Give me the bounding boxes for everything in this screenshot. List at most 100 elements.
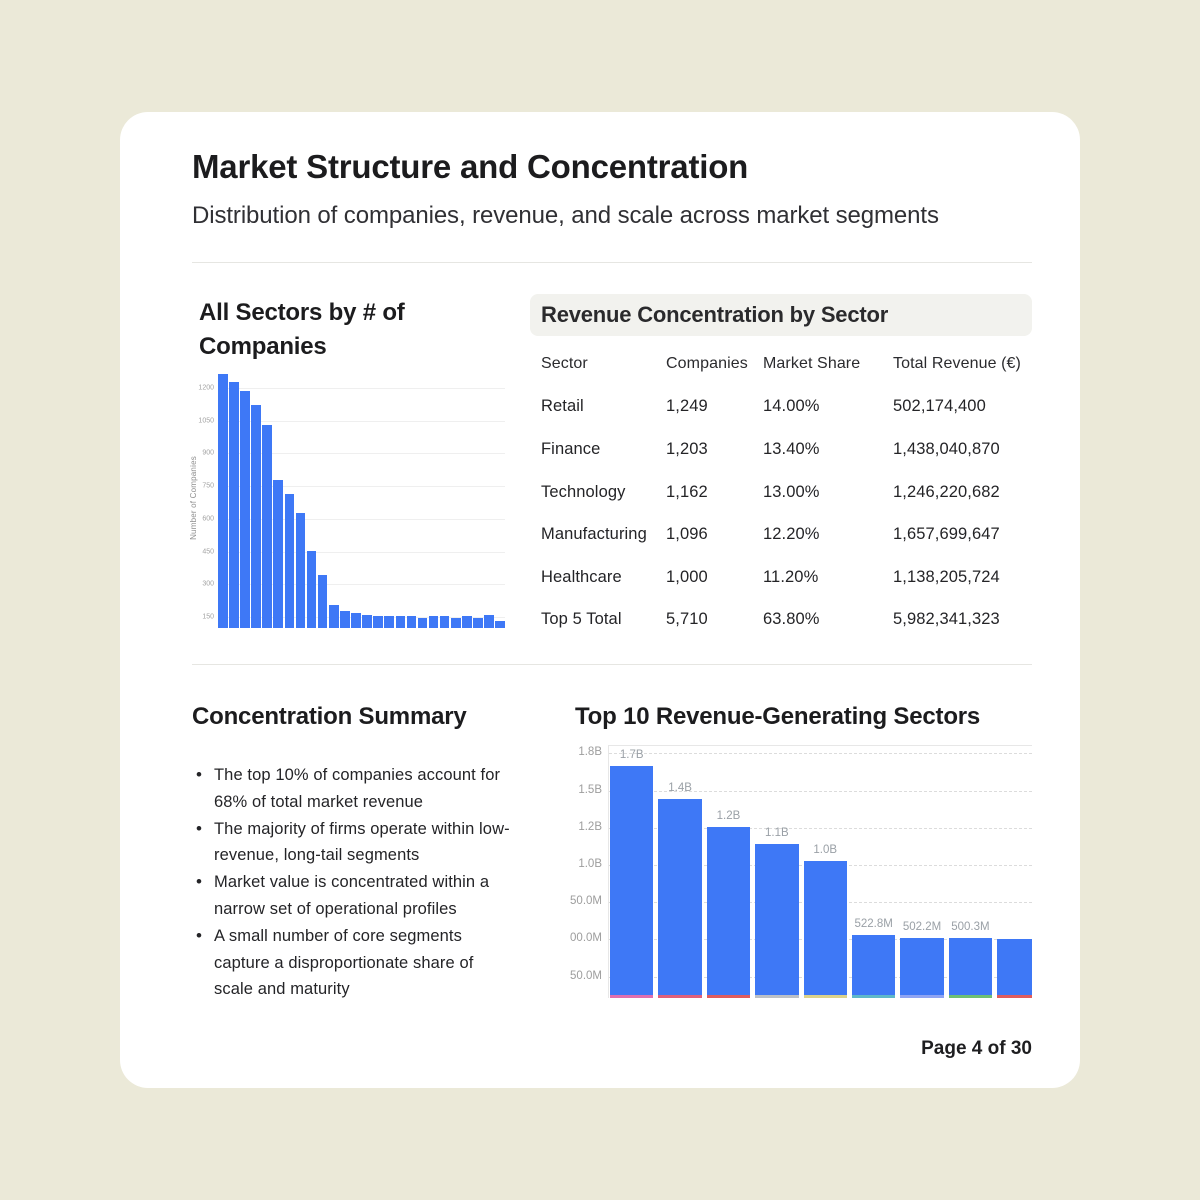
y-tick-label: 150 xyxy=(202,613,214,621)
table-cell-sector: Technology xyxy=(541,482,626,501)
bar xyxy=(295,512,306,628)
bar xyxy=(484,615,494,628)
table-title-strip: Revenue Concentration by Sector xyxy=(530,294,1032,336)
gridline xyxy=(609,827,1032,829)
summary-bullet-item: Market value is concentrated within a na… xyxy=(195,869,513,923)
y-tick-label: 900 xyxy=(202,449,214,457)
bar-group: 1.7B 1.4B 1.2B 1.1B 1.0B 522.8M 502.2M 500.3M xyxy=(610,746,1032,998)
table-cell-value: 1,657,699,647 xyxy=(893,525,1000,544)
gridline xyxy=(218,584,505,586)
bar: 1.4B xyxy=(658,782,702,998)
bar xyxy=(473,617,483,628)
table-cell-sector: Retail xyxy=(541,397,584,416)
bar-base-strip xyxy=(658,995,702,998)
bar xyxy=(362,615,372,628)
bar-base-strip xyxy=(948,995,993,998)
bar xyxy=(428,615,439,628)
bar xyxy=(284,494,295,628)
y-tick-label: 600 xyxy=(202,515,214,523)
table-cell-value: 1,138,205,724 xyxy=(893,567,1000,586)
table-cell-value: 1,249 xyxy=(666,397,708,416)
bar xyxy=(229,382,239,628)
summary-title: Concentration Summary xyxy=(192,703,467,730)
y-tick-label: 50.0M xyxy=(570,895,602,908)
bar xyxy=(306,551,317,628)
revenue-table: Sector Companies Market Share Total Revenue… xyxy=(541,343,1032,641)
bar-value-label: 1.7B xyxy=(619,749,644,762)
bar xyxy=(495,621,505,628)
gridline xyxy=(218,453,505,455)
table-cell-value: 1,203 xyxy=(666,439,708,458)
bar-value-label: 502.2M xyxy=(902,921,942,934)
table-cell-value: 1,000 xyxy=(666,567,708,586)
bar xyxy=(406,615,417,628)
divider-middle xyxy=(192,664,1032,665)
bar-base-strip xyxy=(851,995,896,998)
gridline xyxy=(218,420,505,422)
y-tick-label: 1.5B xyxy=(578,783,602,796)
gridline xyxy=(609,753,1032,755)
companies-chart-title: All Sectors by # of Companies xyxy=(199,299,405,360)
summary-list: The top 10% of companies account for 68%… xyxy=(195,762,513,1003)
table-column-header: Companies xyxy=(666,355,748,373)
bar xyxy=(340,610,350,628)
table-cell-sector: Manufacturing xyxy=(541,525,647,544)
bar-value-label: 1.2B xyxy=(716,810,741,823)
table-title: Revenue Concentration by Sector xyxy=(541,302,889,327)
y-tick-label: 300 xyxy=(202,580,214,588)
bar-value-label: 522.8M xyxy=(854,918,893,931)
summary-bullet-item: The majority of firms operate within low… xyxy=(195,816,513,870)
bar xyxy=(395,616,406,628)
table-column-header: Market Share xyxy=(763,355,861,373)
bar-value-label: 1.1B xyxy=(765,826,789,839)
bar-value-label: 1.4B xyxy=(668,781,692,794)
bar: 522.8M xyxy=(851,918,896,998)
bar-base-strip xyxy=(900,995,944,998)
bar-base-strip xyxy=(803,995,847,998)
table-column-header: Total Revenue (€) xyxy=(893,355,1021,373)
bar-group xyxy=(218,366,505,628)
page-indicator: Page 4 of 30 xyxy=(921,1038,1032,1059)
bar: 500.3M xyxy=(948,921,993,998)
y-tick-label: 450 xyxy=(202,548,214,556)
summary-bullet-item: A small number of core segments capture … xyxy=(195,923,513,1003)
y-tick-label: 50.0M xyxy=(570,969,602,982)
y-tick-label: 1.2B xyxy=(578,820,602,833)
gridline xyxy=(218,617,505,619)
table-cell-value: 11.20% xyxy=(763,567,819,586)
companies-chart-plot xyxy=(218,366,505,628)
table-cell-value: 5,710 xyxy=(666,610,708,629)
revenue-bar-chart: 1.7B 1.4B 1.2B 1.1B 1.0B 522.8M 502.2M 500.3M 1… xyxy=(565,745,1032,998)
bar: 1.2B xyxy=(706,810,751,998)
table-cell-value: 12.20% xyxy=(763,525,820,544)
bar-base-strip xyxy=(997,995,1032,998)
table-cell-sector: Top 5 Total xyxy=(541,610,622,629)
bar xyxy=(251,405,261,628)
bar-value-label: 500.3M xyxy=(951,921,990,934)
bar-base-strip xyxy=(755,995,799,998)
bar-value-label: 1.0B xyxy=(813,844,838,857)
bar-base-strip xyxy=(610,995,654,998)
bar xyxy=(417,618,428,628)
report-card: Market Structure and Concentration Distr… xyxy=(120,112,1080,1088)
gridline xyxy=(218,387,505,389)
page-subtitle: Distribution of companies, revenue, and … xyxy=(192,202,939,229)
bar: 1.1B xyxy=(755,827,799,998)
table-cell-value: 5,982,341,323 xyxy=(893,610,1000,629)
gridline xyxy=(218,551,505,553)
table-cell-value: 1,096 xyxy=(666,525,708,544)
page-title: Market Structure and Concentration xyxy=(192,148,749,185)
bar xyxy=(997,938,1032,998)
table-cell-value: 63.80% xyxy=(763,610,820,629)
companies-bar-chart: Number of Companies 150 300 450 600 750 900 10… xyxy=(189,360,508,636)
table-cell-value: 1,162 xyxy=(666,482,708,501)
bar xyxy=(439,615,450,628)
bar xyxy=(218,374,228,628)
bar xyxy=(373,616,383,628)
bar: 1.7B xyxy=(610,749,654,998)
y-tick-label: 1.0B xyxy=(578,858,602,871)
gridline xyxy=(218,518,505,520)
table-cell-value: 1,246,220,682 xyxy=(893,482,1000,501)
bar xyxy=(351,613,361,628)
bar: 502.2M xyxy=(900,921,944,998)
